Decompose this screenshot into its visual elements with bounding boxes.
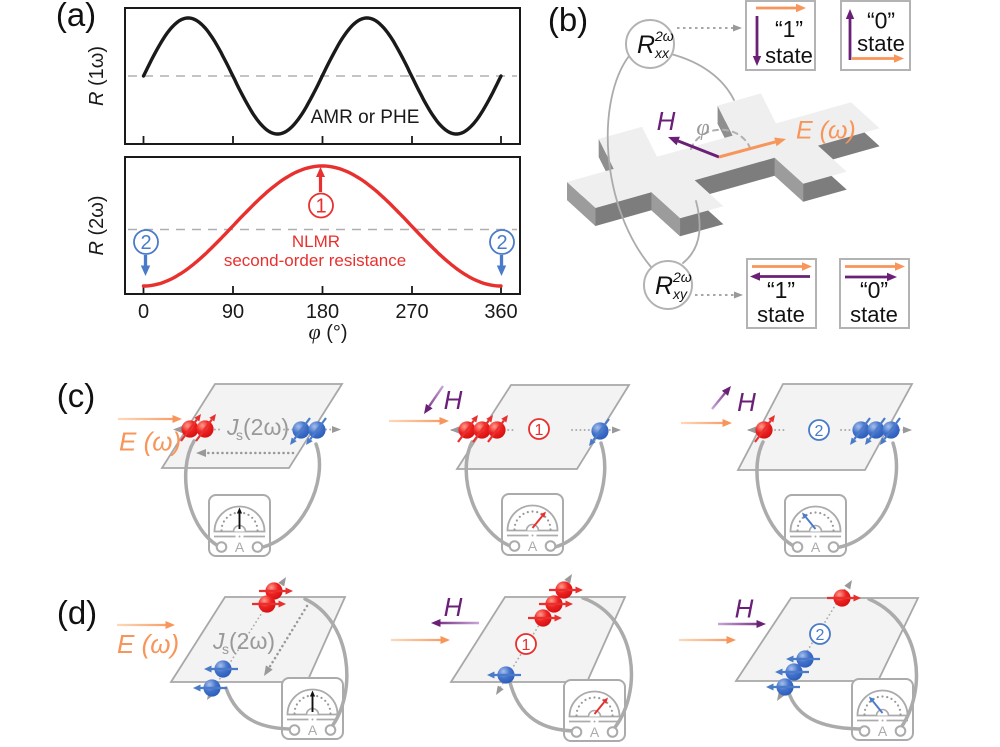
svg-text:J: J xyxy=(226,414,239,440)
svg-text:(d): (d) xyxy=(57,594,97,631)
svg-text:90: 90 xyxy=(222,301,244,323)
svg-text:2: 2 xyxy=(816,627,825,644)
svg-text:(a): (a) xyxy=(56,0,96,33)
svg-text:1: 1 xyxy=(535,422,544,439)
svg-text:A: A xyxy=(528,538,538,554)
svg-text:2: 2 xyxy=(815,423,824,440)
svg-text:H: H xyxy=(444,385,463,415)
svg-text:“1”: “1” xyxy=(775,16,803,42)
svg-text:180: 180 xyxy=(306,301,339,323)
svg-text:state: state xyxy=(857,31,905,56)
svg-text:H: H xyxy=(657,106,676,136)
svg-text:A: A xyxy=(308,722,318,738)
svg-text:state: state xyxy=(765,43,813,68)
svg-text:second-order resistance: second-order resistance xyxy=(224,251,406,270)
svg-text:“0”: “0” xyxy=(860,277,888,303)
svg-text:A: A xyxy=(590,724,600,740)
svg-text:E (ω): E (ω) xyxy=(117,629,179,659)
svg-text:(2ω): (2ω) xyxy=(229,628,275,654)
svg-text:(c): (c) xyxy=(57,377,95,414)
svg-text:R (1ω): R (1ω) xyxy=(86,46,108,106)
svg-text:state: state xyxy=(757,302,805,327)
svg-text:AMR or PHE: AMR or PHE xyxy=(311,107,420,128)
svg-text:270: 270 xyxy=(395,301,428,323)
svg-text:E (ω): E (ω) xyxy=(119,427,181,457)
svg-text:2ω: 2ω xyxy=(654,28,674,44)
svg-text:R: R xyxy=(637,31,655,59)
svg-text:2ω: 2ω xyxy=(672,269,692,285)
svg-text:A: A xyxy=(811,539,821,555)
svg-text:H: H xyxy=(735,594,754,624)
svg-text:0: 0 xyxy=(138,301,149,323)
svg-text:A: A xyxy=(878,723,888,739)
svg-text:(2ω): (2ω) xyxy=(243,414,289,440)
svg-text:A: A xyxy=(235,539,245,555)
svg-text:R: R xyxy=(655,272,673,300)
svg-text:xy: xy xyxy=(672,286,688,302)
svg-text:(b): (b) xyxy=(548,1,588,38)
svg-text:“1”: “1” xyxy=(767,277,795,303)
svg-text:R (2ω): R (2ω) xyxy=(86,195,108,255)
svg-text:xx: xx xyxy=(654,45,670,61)
svg-text:H: H xyxy=(444,592,463,622)
svg-text:1: 1 xyxy=(522,637,531,654)
svg-text:J: J xyxy=(212,628,225,654)
svg-text:2: 2 xyxy=(496,232,507,254)
svg-text:360: 360 xyxy=(484,301,517,323)
svg-text:s: s xyxy=(222,641,229,657)
svg-text:2: 2 xyxy=(140,232,151,254)
svg-text:φ (°): φ (°) xyxy=(308,319,347,344)
svg-text:H: H xyxy=(737,387,756,417)
svg-text:E (ω): E (ω) xyxy=(796,117,856,145)
svg-text:“0”: “0” xyxy=(867,8,895,34)
svg-text:NLMR: NLMR xyxy=(292,232,340,251)
svg-text:s: s xyxy=(236,427,243,443)
svg-text:state: state xyxy=(850,302,898,327)
svg-text:φ: φ xyxy=(696,115,709,141)
svg-text:1: 1 xyxy=(315,196,326,218)
